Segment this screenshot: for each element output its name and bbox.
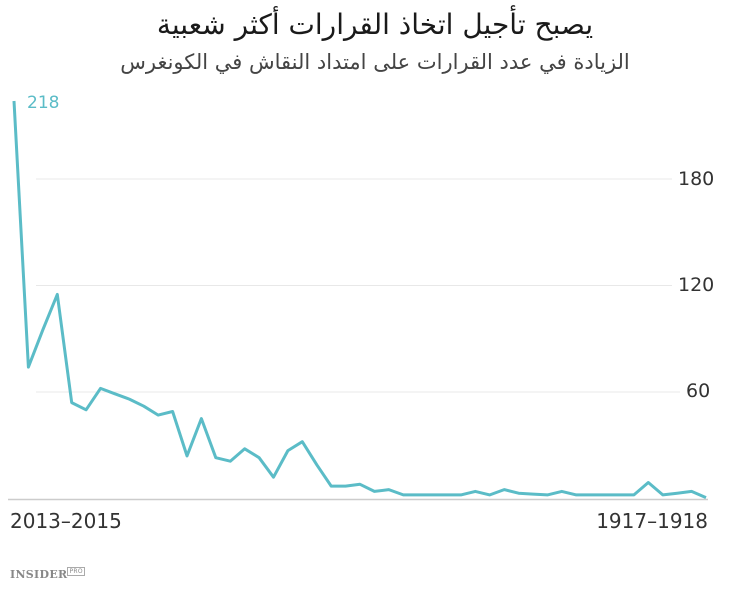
gridlines [8, 178, 708, 501]
logo-badge: PRO [67, 567, 85, 577]
chart-title: يصبح تأجيل اتخاذ القرارات أكثر شعبية [156, 8, 594, 41]
y-tick-120: 120 [678, 274, 715, 296]
data-line [12, 100, 707, 499]
x-label-start: 2013–2015 [10, 509, 122, 533]
y-tick-180: 180 [678, 168, 715, 190]
y-tick-60: 60 [686, 380, 711, 402]
peak-value-label: 218 [27, 93, 60, 113]
insider-pro-logo: INSIDER PRO [10, 567, 85, 581]
logo-text: INSIDER [10, 568, 68, 581]
chart-subtitle: الزيادة في عدد القرارات على امتداد النقا… [120, 50, 630, 74]
x-label-end: 1917–1918 [596, 509, 708, 533]
